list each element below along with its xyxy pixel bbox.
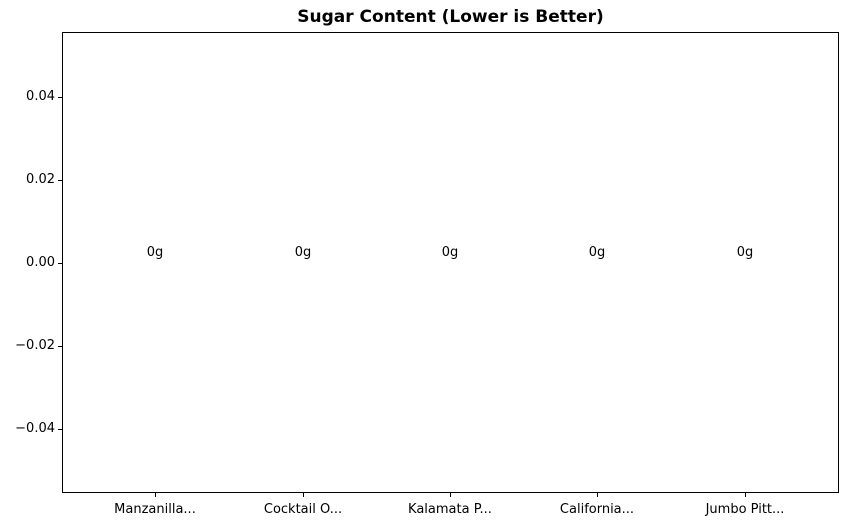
x-tick-label: Manzanilla...	[114, 502, 196, 517]
bar-value-label: 0g	[736, 245, 754, 260]
x-tick-label: California...	[559, 502, 635, 517]
bar-value-label: 0g	[441, 245, 459, 260]
chart-title: Sugar Content (Lower is Better)	[297, 7, 604, 27]
plot-area	[62, 32, 839, 493]
bar-value-label: 0g	[588, 245, 606, 260]
x-tick-mark	[303, 493, 304, 497]
x-tick-label: Jumbo Pitt...	[705, 502, 785, 517]
y-tick-label: 0.02	[26, 172, 55, 187]
y-tick-mark	[58, 429, 62, 430]
y-tick-mark	[58, 346, 62, 347]
y-tick-mark	[58, 180, 62, 181]
y-tick-mark	[58, 263, 62, 264]
x-tick-mark	[597, 493, 598, 497]
y-tick-label: −0.02	[15, 338, 55, 353]
x-tick-label: Kalamata P...	[408, 502, 492, 517]
y-tick-label: 0.00	[26, 255, 55, 270]
x-tick-mark	[450, 493, 451, 497]
x-tick-mark	[155, 493, 156, 497]
x-tick-mark	[745, 493, 746, 497]
y-tick-mark	[58, 97, 62, 98]
bar-value-label: 0g	[294, 245, 312, 260]
y-tick-label: 0.04	[26, 89, 55, 104]
y-tick-label: −0.04	[15, 421, 55, 436]
bar-value-label: 0g	[146, 245, 164, 260]
x-tick-label: Cocktail O...	[263, 502, 343, 517]
